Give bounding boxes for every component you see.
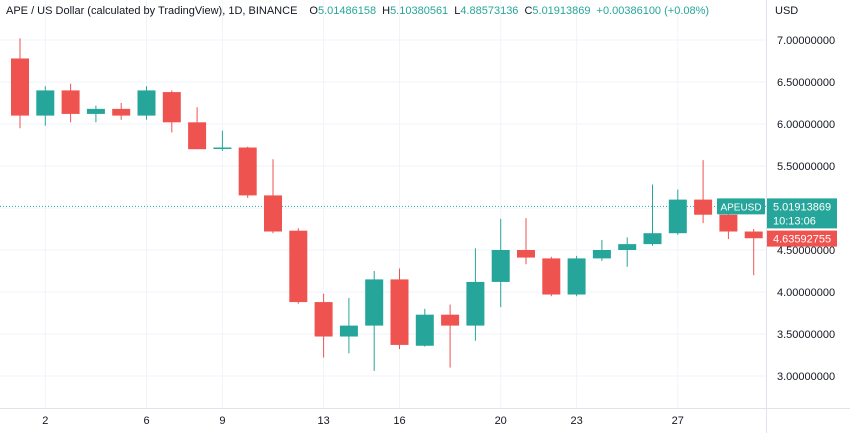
candle bbox=[36, 86, 55, 126]
candle bbox=[264, 159, 282, 234]
candle bbox=[668, 189, 687, 235]
candle-body bbox=[415, 314, 434, 346]
candle-body bbox=[264, 195, 282, 232]
candle bbox=[61, 83, 80, 123]
candle-body bbox=[592, 250, 611, 259]
last-price-badge bbox=[767, 198, 837, 229]
plot-area bbox=[0, 0, 766, 408]
y-tick-label: 5.50000000 bbox=[777, 161, 835, 173]
candle bbox=[567, 255, 586, 297]
candle-body bbox=[112, 108, 131, 116]
chart-legend: APE / US Dollar (calculated by TradingVi… bbox=[6, 4, 715, 18]
candle bbox=[162, 90, 181, 133]
candle-body bbox=[567, 258, 586, 295]
symbol-label-badge bbox=[717, 198, 765, 215]
x-tick-label: 2 bbox=[42, 415, 48, 427]
y-tick-label: 7.00000000 bbox=[777, 35, 835, 47]
candle-body bbox=[365, 279, 384, 326]
current-price-text: 4.63592755 bbox=[773, 234, 831, 246]
ohlc-low: L4.88573136 bbox=[454, 5, 519, 17]
x-tick-label: 9 bbox=[219, 415, 225, 427]
candle bbox=[213, 130, 232, 151]
candle bbox=[694, 160, 713, 224]
candle-body bbox=[314, 302, 333, 337]
x-tick-label: 13 bbox=[317, 415, 329, 427]
x-tick-label: 16 bbox=[393, 415, 405, 427]
candle-body bbox=[11, 58, 29, 116]
candle bbox=[643, 184, 662, 246]
candle bbox=[137, 86, 156, 120]
candle bbox=[719, 212, 738, 240]
candle-body bbox=[238, 147, 257, 196]
last-price-text: 5.01913869 bbox=[773, 201, 831, 213]
candle bbox=[744, 229, 763, 276]
candle bbox=[390, 268, 409, 350]
y-tick-label: 4.50000000 bbox=[777, 245, 835, 257]
candle bbox=[466, 248, 485, 341]
x-tick-label: 6 bbox=[143, 415, 149, 427]
candle-body bbox=[643, 233, 662, 245]
candle-body bbox=[390, 279, 409, 345]
candle-body bbox=[744, 231, 763, 239]
candle-body bbox=[694, 199, 713, 215]
x-tick-label: 23 bbox=[570, 415, 582, 427]
candle bbox=[86, 105, 105, 123]
symbol-description: APE / US Dollar (calculated by TradingVi… bbox=[6, 5, 298, 17]
candle-body bbox=[339, 325, 358, 337]
current-price-badge bbox=[767, 230, 837, 247]
candle bbox=[542, 256, 561, 297]
candle-body bbox=[162, 92, 181, 123]
countdown-text: 10:13:06 bbox=[773, 215, 816, 227]
candle bbox=[238, 146, 257, 198]
y-tick-label: 6.50000000 bbox=[777, 77, 835, 89]
ohlc-open: O5.01486158 bbox=[309, 5, 377, 17]
price-change: +0.00386100 (+0.08%) bbox=[596, 5, 710, 17]
candle bbox=[339, 297, 358, 354]
x-tick-label: 27 bbox=[672, 415, 684, 427]
candle bbox=[314, 293, 333, 358]
candle bbox=[415, 308, 434, 347]
candle-body bbox=[517, 250, 535, 258]
candle-body bbox=[213, 147, 232, 150]
candle bbox=[618, 237, 637, 267]
candle bbox=[112, 103, 131, 120]
candle bbox=[592, 239, 611, 261]
y-tick-label: 3.50000000 bbox=[777, 329, 835, 341]
candle bbox=[365, 271, 384, 371]
candle-body bbox=[491, 250, 510, 282]
symbol-label-text: APEUSD bbox=[720, 202, 761, 213]
candle-body bbox=[289, 230, 308, 303]
candle bbox=[289, 228, 308, 304]
candle-body bbox=[36, 90, 55, 116]
candle bbox=[491, 218, 510, 308]
y-tick-label: 6.00000000 bbox=[777, 119, 835, 131]
candle bbox=[441, 304, 460, 368]
y-tick-label: 3.00000000 bbox=[777, 371, 835, 383]
x-tick-label: 20 bbox=[495, 415, 507, 427]
y-tick-label: 4.00000000 bbox=[777, 287, 835, 299]
candle-body bbox=[86, 108, 105, 114]
candle bbox=[188, 107, 207, 150]
currency-label: USD bbox=[775, 5, 798, 17]
ohlc-close: C5.01913869 bbox=[524, 5, 591, 17]
ohlc-high: H5.10380561 bbox=[382, 5, 449, 17]
candle bbox=[11, 38, 29, 129]
candle-body bbox=[441, 314, 460, 326]
candle-body bbox=[618, 244, 637, 250]
candle-body bbox=[466, 281, 485, 326]
candle-body bbox=[137, 90, 156, 116]
candle-body bbox=[719, 214, 738, 232]
candle-body bbox=[188, 122, 207, 150]
candle bbox=[517, 218, 535, 265]
candle-body bbox=[542, 258, 561, 295]
candle-body bbox=[61, 90, 80, 114]
candle-body bbox=[668, 199, 687, 234]
